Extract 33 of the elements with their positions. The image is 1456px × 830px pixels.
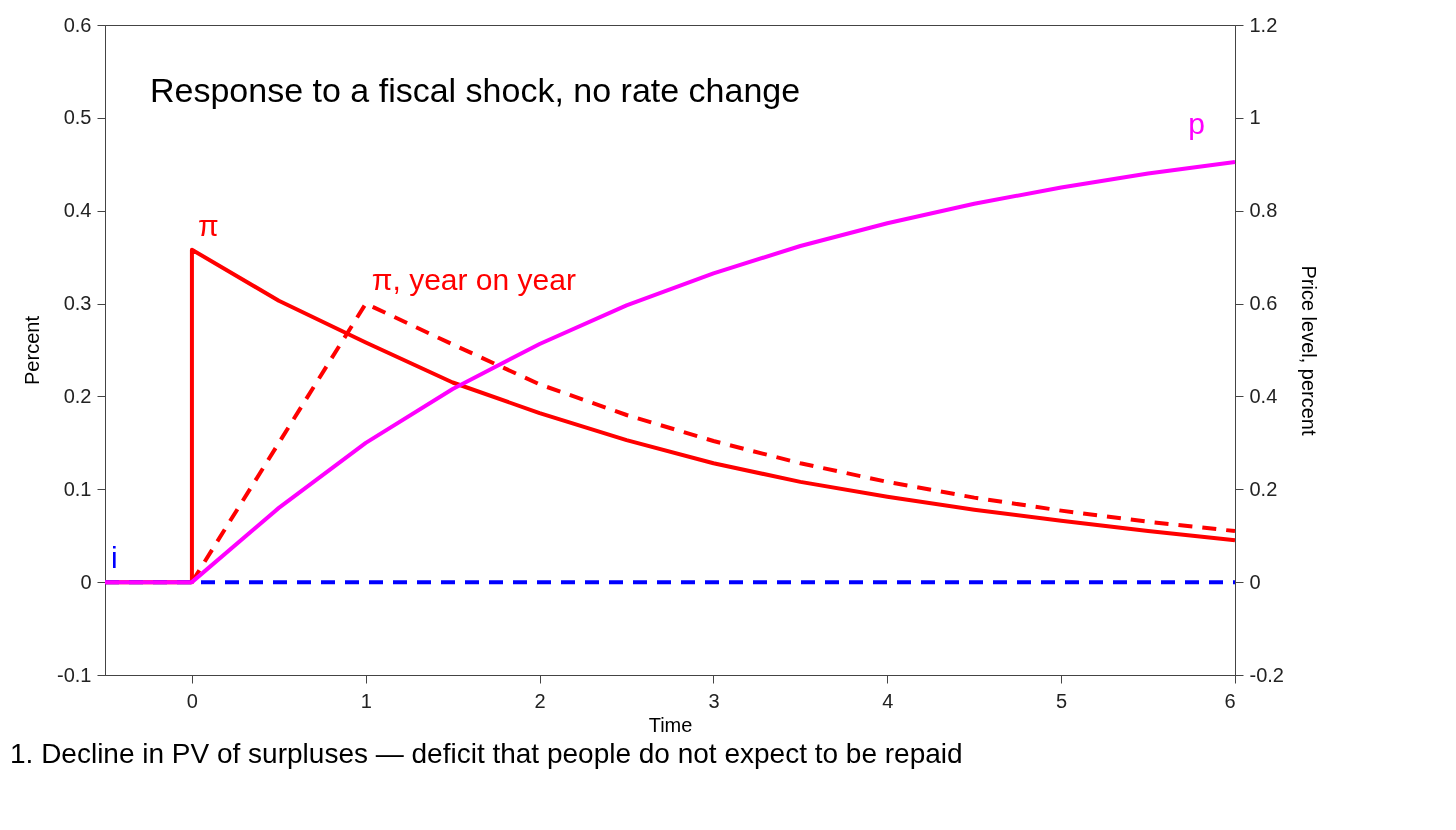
y2-tick-label: 0.2 xyxy=(1249,477,1278,500)
x-axis-title: Time xyxy=(648,713,693,736)
x-tick-label: 4 xyxy=(882,689,894,712)
x-tick-label: 5 xyxy=(1056,689,1068,712)
series-label: i xyxy=(111,541,118,575)
y-tick-label: 0.3 xyxy=(63,292,92,315)
y2-tick-label: 0.4 xyxy=(1249,384,1278,407)
x-tick-label: 3 xyxy=(708,689,720,712)
y2-tick-label: 0.8 xyxy=(1249,199,1278,222)
y-tick-label: 0.5 xyxy=(63,106,92,129)
y-tick-label: 0.4 xyxy=(63,199,92,222)
y2-axis-title: Price level, percent xyxy=(1297,265,1320,436)
y-tick-label: 0 xyxy=(80,570,92,593)
series-label: π xyxy=(197,208,219,242)
y-tick-label: 0.6 xyxy=(63,13,92,36)
y2-tick-label: 0 xyxy=(1249,570,1261,593)
y2-tick-label: -0.2 xyxy=(1249,663,1284,686)
y2-tick-label: 1 xyxy=(1249,106,1261,129)
x-tick-label: 2 xyxy=(534,689,546,712)
x-tick-label: 6 xyxy=(1224,689,1236,712)
y-axis-title: Percent xyxy=(21,315,44,385)
series-label: π, year on year xyxy=(371,262,576,296)
text: 1. Decline in PV of surpluses — deficit that people do not expect to be repaid xyxy=(10,738,963,769)
y2-tick-label: 1.2 xyxy=(1249,13,1278,36)
x-tick-label: 0 xyxy=(186,689,198,712)
y2-tick-label: 0.6 xyxy=(1249,292,1278,315)
x-tick-label: 1 xyxy=(360,689,372,712)
y-tick-label: 0.1 xyxy=(63,477,92,500)
line-series xyxy=(103,159,1237,585)
y-tick-label: -0.1 xyxy=(57,663,92,686)
y-tick-label: 0.2 xyxy=(63,384,92,407)
annotation: Response to a fiscal shock, no rate change xyxy=(150,71,801,109)
series-label: p xyxy=(1188,106,1205,140)
